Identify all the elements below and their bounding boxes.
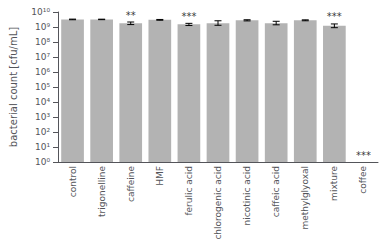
svg-text:nicotinic acid: nicotinic acid [242,166,252,225]
svg-text:HMF: HMF [155,166,165,186]
svg-text:***: *** [356,150,371,161]
svg-text:10⁷: 10⁷ [35,52,50,62]
svg-text:coffee: coffee [358,166,368,194]
svg-text:ferulic acid: ferulic acid [184,166,194,216]
svg-text:caffeic acid: caffeic acid [271,166,281,217]
svg-text:10⁸: 10⁸ [35,37,50,47]
svg-text:trigonelline: trigonelline [97,166,107,217]
svg-text:**: ** [126,10,136,21]
svg-text:methylglyoxal: methylglyoxal [300,166,310,229]
svg-text:control: control [68,166,78,197]
svg-text:caffeine: caffeine [126,166,136,202]
svg-text:10⁹: 10⁹ [35,22,50,32]
svg-text:bacterial count [cfu/mL]: bacterial count [cfu/mL] [8,27,19,147]
svg-text:10⁰: 10⁰ [35,157,50,167]
svg-text:10⁶: 10⁶ [35,67,50,77]
svg-text:10¹: 10¹ [35,142,50,152]
svg-text:10¹⁰: 10¹⁰ [31,7,50,17]
svg-text:10²: 10² [35,127,50,137]
svg-text:10³: 10³ [35,112,50,122]
svg-text:mixture: mixture [329,166,339,201]
svg-text:***: *** [327,11,342,22]
svg-text:chlorogenic acid: chlorogenic acid [213,166,223,240]
svg-text:***: *** [181,11,196,22]
svg-text:10⁴: 10⁴ [35,97,50,107]
svg-text:10⁵: 10⁵ [35,82,50,92]
